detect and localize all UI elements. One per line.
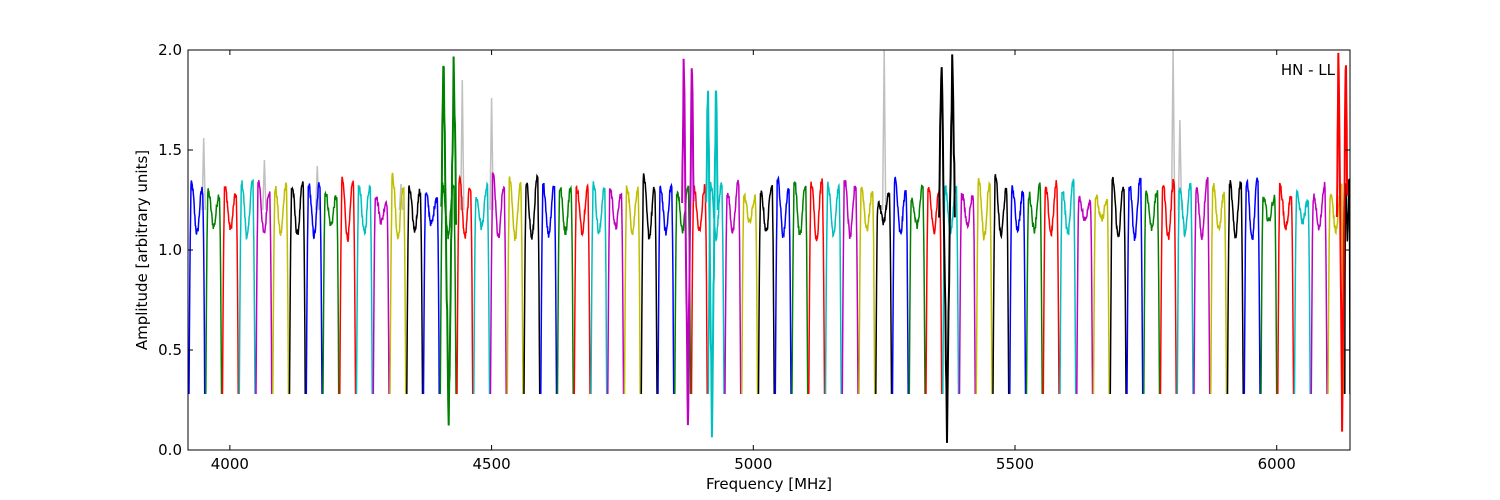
x-tick-label-2: 5000 [734,455,772,473]
channel-series-62 [1226,180,1244,395]
x-tick-label-4: 6000 [1258,455,1296,473]
gray-spike-7 [1170,50,1176,211]
channel-series-63 [1243,177,1261,395]
gray-spike-3 [398,183,404,211]
channel-series-3 [238,178,256,395]
channel-series-54 [1092,194,1110,395]
channel-series-32 [724,179,742,395]
plot-background [188,50,1350,450]
plot-frame [187,49,1351,451]
channel-series-69 [1344,178,1350,395]
channel-series-36 [791,181,809,395]
channel-series-56 [1126,177,1144,395]
channel-series-5 [272,182,290,395]
y-tick-label-1: 0.5 [158,341,182,359]
channel-series-61 [1210,183,1228,395]
channel-series-17 [473,181,491,395]
channel-series-15 [439,182,457,395]
channel-series-27 [640,173,658,395]
channel-series-39 [841,180,859,395]
channel-series-4 [255,180,273,395]
channel-series-24 [590,181,608,395]
channel-series-16 [456,174,474,395]
gray-spike-1 [262,159,267,211]
notch-series-3 [938,54,956,443]
channel-series-29 [674,185,692,395]
channel-series-59 [1176,182,1194,395]
y-tick-label-0: 0.0 [158,441,182,459]
y-tick-label-2: 1.0 [158,241,182,259]
channel-series-55 [1109,176,1127,395]
channel-series-49 [1009,185,1027,395]
channel-series-35 [774,175,792,395]
channel-series-20 [523,173,541,395]
notch-series-4 [1335,52,1349,432]
gray-spike-0 [201,137,207,211]
notch-series-0 [440,56,457,426]
channel-series-42 [891,176,909,395]
channel-series-8 [322,190,340,395]
channel-series-58 [1159,178,1177,395]
channel-series-21 [540,183,558,395]
x-tick-label-1: 4500 [472,455,510,473]
x-tick-label-0: 4000 [211,455,249,473]
channel-series-43 [908,184,926,395]
channel-series-51 [1042,180,1060,395]
channel-series-46 [958,192,976,395]
channel-series-10 [355,184,373,395]
channel-series-6 [288,181,306,395]
channel-series-41 [875,192,893,395]
channel-series-2 [221,186,239,395]
ticks-layer: 4000 4500 5000 5500 6000 0.0 0.5 1.0 1.5 2.0 [158,41,1350,473]
channel-series-0 [188,180,206,395]
y-tick-label-4: 2.0 [158,41,182,59]
channel-series-23 [573,183,591,395]
gray-spike-8 [1177,119,1183,211]
channel-series-52 [1059,178,1077,395]
channel-series-38 [824,181,842,395]
channel-series-33 [741,192,759,395]
channel-series-26 [623,185,641,395]
channel-series-53 [1076,195,1094,395]
channel-series-64 [1260,194,1278,395]
channel-series-18 [489,171,507,395]
channel-series-11 [372,196,390,395]
channel-series-50 [1025,182,1043,395]
series-layer [188,50,1350,443]
y-axis-label: Amplitude [arbitrary units] [133,150,151,350]
channel-series-31 [707,181,725,395]
gray-spike-6 [881,50,887,211]
notch-series-2 [705,90,719,438]
channel-series-34 [757,184,775,395]
channel-series-12 [389,172,407,395]
channel-series-60 [1193,177,1211,395]
channel-series-28 [657,182,675,395]
channel-series-67 [1310,181,1328,395]
channel-series-13 [406,185,424,395]
channel-series-37 [808,178,826,395]
channel-series-9 [339,176,357,395]
x-axis-label: Frequency [MHz] [706,475,832,493]
channel-series-68 [1327,183,1345,395]
notch-series-1 [681,58,695,426]
gray-spike-4 [459,79,465,211]
y-tick-label-3: 1.5 [158,141,182,159]
channel-series-40 [858,186,876,395]
channel-series-19 [506,176,524,395]
channel-series-48 [992,174,1010,395]
channel-series-22 [556,184,574,395]
channel-series-57 [1143,190,1161,395]
channel-series-7 [305,182,323,395]
channel-series-66 [1293,188,1311,395]
channel-series-65 [1277,182,1295,395]
x-tick-label-3: 5500 [996,455,1034,473]
channel-series-1 [205,188,223,395]
channel-series-47 [975,178,993,395]
channel-series-25 [607,188,625,395]
chart-annotation: HN - LL [1281,61,1336,79]
channel-series-14 [422,192,440,395]
